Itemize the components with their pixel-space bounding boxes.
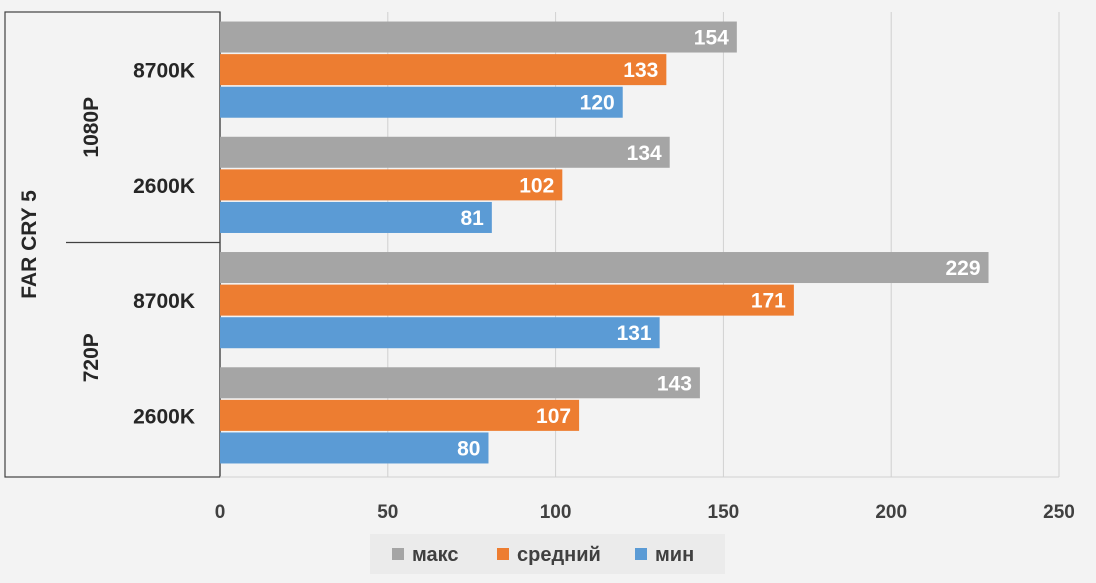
x-tick-label: 200 — [875, 502, 907, 523]
bar — [220, 201, 492, 233]
data-label: 81 — [460, 207, 484, 230]
legend-box — [370, 534, 725, 574]
bar — [220, 367, 700, 399]
data-label: 154 — [694, 27, 729, 50]
bar — [220, 432, 489, 464]
x-tick-label: 0 — [215, 502, 226, 523]
bar — [220, 169, 563, 201]
legend-swatch — [635, 548, 647, 560]
group-label: 1080P — [80, 97, 103, 158]
outer-group-label: FAR CRY 5 — [18, 190, 41, 299]
data-label: 134 — [627, 142, 662, 165]
data-label: 133 — [623, 59, 658, 82]
bar — [220, 399, 580, 431]
bar — [220, 136, 670, 168]
x-tick-label: 50 — [377, 502, 398, 523]
x-tick-label: 250 — [1043, 502, 1075, 523]
data-label: 229 — [945, 257, 980, 280]
data-label: 171 — [751, 290, 786, 313]
data-label: 143 — [657, 372, 692, 395]
bar — [220, 284, 794, 316]
category-label: 2600K — [133, 175, 195, 198]
bar — [220, 317, 660, 349]
category-label: 8700K — [133, 290, 195, 313]
legend-label: мин — [655, 544, 694, 566]
x-tick-label: 100 — [540, 502, 572, 523]
legend-swatch — [392, 548, 404, 560]
data-label: 80 — [457, 437, 480, 460]
category-label: 2600K — [133, 405, 195, 428]
x-tick-label: 150 — [708, 502, 740, 523]
bar — [220, 252, 989, 284]
legend-label: средний — [517, 544, 601, 566]
legend-swatch — [497, 548, 509, 560]
category-label: 8700K — [133, 60, 195, 83]
group-label: 720P — [80, 333, 103, 382]
bar — [220, 54, 667, 86]
data-label: 120 — [580, 92, 615, 115]
bar — [220, 21, 737, 53]
bar — [220, 86, 623, 118]
data-label: 131 — [617, 322, 652, 345]
data-label: 107 — [536, 405, 571, 428]
legend-label: макс — [412, 544, 459, 566]
data-label: 102 — [519, 174, 554, 197]
